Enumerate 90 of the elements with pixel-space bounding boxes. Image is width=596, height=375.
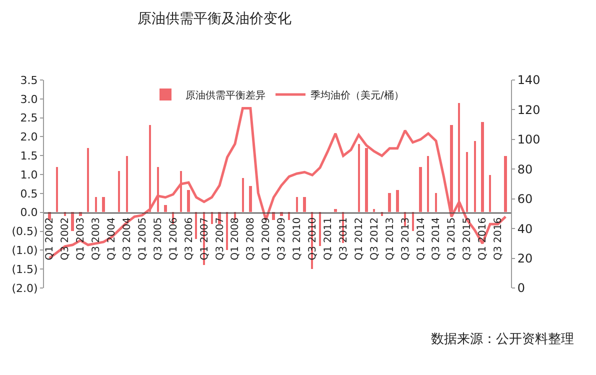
x-tick-label: Q1 2013 — [384, 217, 396, 260]
bar — [71, 212, 74, 231]
y2-tick-label: 0 — [517, 281, 526, 296]
x-tick-label: Q3 2016 — [493, 217, 504, 260]
bar — [296, 197, 298, 212]
bar — [319, 212, 321, 246]
bar — [373, 209, 375, 212]
bar — [164, 205, 167, 212]
legend-label: 原油供需平衡差异 — [186, 89, 266, 102]
bar — [504, 156, 507, 212]
chart-title: 原油供需平衡及油价变化 — [138, 10, 292, 27]
y2-tick-label: 60 — [517, 192, 533, 206]
x-tick-label: Q1 2014 — [416, 217, 427, 260]
x-tick-label: Q1 2004 — [106, 217, 118, 260]
y-tick-label: 3.5 — [20, 74, 38, 87]
y-tick-label: (2.0) — [12, 282, 38, 295]
y2-tick-label: 20 — [517, 251, 533, 266]
y-tick-label: 1.0 — [20, 168, 38, 182]
bar — [450, 125, 453, 212]
y2-tick-label: 120 — [517, 102, 540, 117]
bar — [481, 122, 484, 212]
bar — [242, 178, 244, 212]
x-tick-label: Q3 2006 — [184, 217, 195, 260]
legend-label: 季均油价（美元/桶） — [310, 89, 404, 102]
y2-tick-label: 140 — [517, 73, 540, 88]
x-tick-label: Q1 2015 — [446, 217, 458, 260]
bar — [226, 212, 228, 250]
bar — [211, 212, 213, 224]
bar — [489, 175, 491, 212]
y-tick-label: 0.0 — [20, 206, 38, 220]
bar — [187, 190, 190, 212]
bar — [334, 209, 337, 212]
bar — [303, 197, 306, 212]
y-tick-label: 0.5 — [20, 187, 38, 200]
bar — [195, 212, 197, 239]
bar — [474, 141, 476, 212]
bar — [180, 171, 182, 212]
x-tick-label: Q3 2005 — [152, 217, 164, 260]
bar — [466, 152, 468, 212]
bar — [87, 148, 89, 212]
x-tick-label: Q1 2008 — [230, 217, 242, 260]
x-tick-label: Q1 2002 — [44, 217, 56, 260]
x-tick-label: Q3 2015 — [462, 217, 474, 260]
x-tick-label: Q3 2014 — [431, 217, 442, 260]
bar — [95, 197, 97, 212]
x-tick-label: Q1 2016 — [478, 217, 489, 260]
x-tick-label: Q3 2009 — [276, 217, 288, 260]
source-note: 数据来源：公开资料整理 — [431, 332, 574, 347]
x-tick-label: Q3 2010 — [308, 217, 319, 260]
bar — [157, 167, 159, 212]
y-tick-label: 3.0 — [20, 92, 38, 106]
y2-tick-label: 100 — [517, 132, 540, 147]
x-tick-label: Q3 2002 — [60, 217, 72, 260]
x-tick-label: Q3 2011 — [338, 217, 350, 260]
bar — [365, 148, 368, 212]
bar — [56, 167, 58, 212]
y-tick-label: 2.0 — [20, 130, 38, 144]
x-tick-label: Q3 2008 — [246, 217, 257, 260]
bar — [435, 193, 437, 212]
bar — [102, 197, 105, 212]
bar — [126, 156, 128, 212]
x-tick-label: Q3 2007 — [214, 217, 226, 260]
y-tick-label: 2.5 — [20, 112, 38, 125]
x-tick-label: Q1 2011 — [323, 217, 334, 260]
x-tick-label: Q3 2003 — [91, 217, 102, 260]
bar — [249, 186, 252, 212]
bar — [388, 193, 391, 212]
x-tick-label: Q1 2007 — [199, 217, 210, 260]
x-tick-label: Q3 2004 — [122, 217, 133, 260]
y-tick-label: (1.0) — [12, 244, 38, 258]
x-tick-label: Q3 2012 — [369, 217, 380, 260]
x-tick-label: Q1 2012 — [354, 217, 365, 260]
y-tick-label: (1.5) — [12, 262, 38, 276]
bar — [419, 167, 422, 212]
bar — [149, 125, 151, 212]
y2-tick-label: 80 — [517, 162, 533, 176]
x-tick-label: Q1 2005 — [137, 217, 148, 260]
bar — [412, 212, 414, 231]
bar — [396, 190, 399, 212]
x-tick-label: Q1 2003 — [76, 217, 87, 260]
x-tick-label: Q3 2013 — [400, 217, 412, 260]
y-tick-label: 1.5 — [20, 149, 38, 162]
x-tick-label: Q1 2006 — [168, 217, 180, 260]
bar — [358, 144, 360, 212]
y-tick-label: (0.5) — [12, 225, 38, 238]
bar — [427, 156, 429, 212]
x-tick-label: Q1 2009 — [261, 217, 272, 260]
bar — [118, 171, 120, 212]
x-tick-label: Q1 2010 — [292, 217, 304, 260]
y2-tick-label: 40 — [517, 222, 533, 236]
